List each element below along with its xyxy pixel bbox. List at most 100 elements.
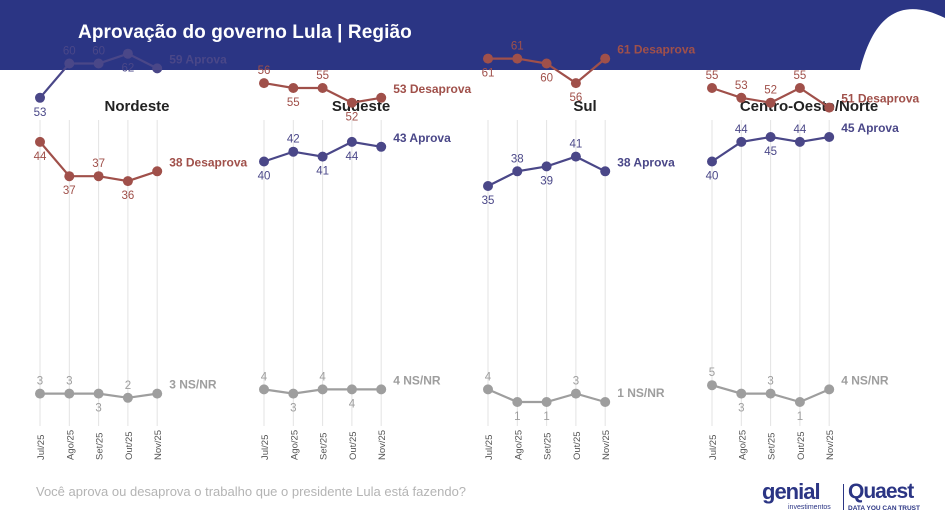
- data-point-desaprova: [736, 92, 747, 103]
- quaest-logo-tagline: DATA YOU CAN TRUST: [848, 505, 920, 512]
- data-label: 3: [767, 376, 773, 388]
- data-point-aprova: [794, 136, 805, 147]
- data-label: 44: [346, 151, 359, 163]
- data-label: 60: [540, 73, 553, 85]
- x-tick-label: Ago/25: [65, 430, 76, 460]
- series-end-label-ns-nr: 3 NS/NR: [169, 378, 217, 392]
- data-point-aprova: [152, 63, 163, 74]
- data-point-desaprova: [346, 97, 357, 108]
- data-label: 45: [764, 146, 777, 158]
- series-end-label-ns-nr: 4 NS/NR: [841, 373, 889, 387]
- data-point-desaprova: [824, 102, 835, 113]
- data-point-ns-nr: [288, 388, 299, 399]
- data-label: 4: [485, 371, 492, 383]
- data-point-ns-nr: [483, 384, 493, 395]
- data-label: 39: [540, 175, 553, 187]
- data-label: 60: [92, 46, 105, 58]
- x-tick-label: Set/25: [319, 433, 330, 460]
- data-label: 42: [287, 134, 300, 146]
- data-point-aprova: [346, 136, 357, 147]
- data-label: 36: [122, 190, 135, 202]
- data-point-ns-nr: [152, 388, 163, 399]
- genial-logo-tagline: investimentos: [788, 504, 831, 511]
- chart-title: Sul: [573, 98, 596, 115]
- x-tick-label: Ago/25: [513, 430, 524, 460]
- data-point-ns-nr: [824, 384, 835, 395]
- data-label: 37: [92, 158, 105, 170]
- data-point-aprova: [736, 136, 747, 147]
- x-tick-label: Out/25: [796, 431, 807, 460]
- x-tick-label: Jul/25: [708, 435, 719, 460]
- series-end-label-ns-nr: 1 NS/NR: [617, 386, 665, 400]
- data-label: 55: [706, 70, 719, 82]
- data-point-aprova: [288, 146, 299, 157]
- data-point-desaprova: [317, 83, 328, 93]
- chart-title: Nordeste: [104, 98, 169, 115]
- data-label: 60: [63, 46, 76, 58]
- data-point-ns-nr: [64, 388, 75, 399]
- x-tick-label: Nov/25: [377, 430, 388, 460]
- data-point-aprova: [512, 166, 523, 177]
- chart-panel-nordeste: Nordeste Jul/25 Ago/25 Set/25 Out/25 Nov/25 53…: [34, 46, 248, 461]
- data-point-desaprova: [570, 78, 581, 89]
- data-label: 1: [797, 411, 803, 423]
- data-point-ns-nr: [707, 380, 717, 391]
- data-point-aprova: [376, 141, 387, 152]
- x-tick-label: Ago/25: [289, 430, 300, 460]
- data-label: 35: [482, 195, 495, 207]
- data-point-desaprova: [512, 53, 523, 64]
- series-end-label-aprova: 38 Aprova: [617, 155, 675, 169]
- logo-divider: [843, 484, 844, 510]
- series-end-label-aprova: 59 Aprova: [169, 52, 227, 66]
- x-tick-label: Ago/25: [737, 430, 748, 460]
- data-point-ns-nr: [346, 384, 357, 395]
- data-label: 55: [794, 70, 807, 82]
- data-point-aprova: [541, 161, 552, 172]
- data-point-desaprova: [288, 83, 299, 93]
- data-point-ns-nr: [570, 388, 581, 399]
- data-label: 1: [543, 411, 549, 423]
- chart-panel-sudeste: Sudeste Jul/25 Ago/25 Set/25 Out/25 Nov/25 40 4…: [258, 65, 472, 460]
- series-end-label-desaprova: 38 Desaprova: [169, 155, 247, 169]
- series-end-label-desaprova: 53 Desaprova: [393, 82, 471, 96]
- data-label: 3: [738, 403, 744, 415]
- data-label: 61: [511, 41, 524, 53]
- data-label: 3: [37, 376, 43, 388]
- data-label: 5: [709, 367, 715, 379]
- data-point-desaprova: [600, 53, 611, 64]
- data-label: 3: [573, 376, 579, 388]
- x-tick-label: Set/25: [767, 433, 778, 460]
- chart-panel-sul: Sul Jul/25 Ago/25 Set/25 Out/25 Nov/25 35 38 39 4…: [482, 41, 696, 460]
- data-point-aprova: [483, 181, 493, 191]
- data-point-desaprova: [483, 53, 493, 64]
- data-point-desaprova: [122, 176, 133, 187]
- genial-logo-word: genial: [762, 479, 821, 504]
- data-point-ns-nr: [122, 392, 133, 403]
- data-point-desaprova: [259, 78, 269, 89]
- data-point-aprova: [35, 92, 45, 103]
- data-point-ns-nr: [512, 397, 523, 407]
- data-label: 52: [346, 112, 359, 124]
- data-label: 62: [122, 63, 135, 75]
- x-tick-label: Jul/25: [484, 435, 495, 460]
- quaest-logo-word: Quaest: [848, 480, 914, 503]
- series-end-label-desaprova: 61 Desaprova: [617, 43, 695, 57]
- data-point-ns-nr: [736, 388, 747, 399]
- data-label: 53: [34, 107, 47, 119]
- data-label: 55: [316, 70, 329, 82]
- data-label: 40: [258, 171, 271, 183]
- x-tick-label: Set/25: [543, 433, 554, 460]
- header-background: [0, 0, 945, 70]
- data-point-ns-nr: [317, 384, 328, 395]
- data-label: 3: [95, 403, 101, 415]
- data-label: 38: [511, 153, 524, 165]
- survey-question: Você aprova ou desaprova o trabalho que …: [36, 484, 467, 499]
- data-point-ns-nr: [259, 384, 269, 395]
- genial-logo: genial investimentos: [762, 481, 842, 513]
- data-point-aprova: [122, 48, 133, 59]
- x-tick-label: Nov/25: [601, 430, 612, 460]
- x-tick-label: Out/25: [124, 431, 135, 460]
- data-point-desaprova: [376, 92, 387, 103]
